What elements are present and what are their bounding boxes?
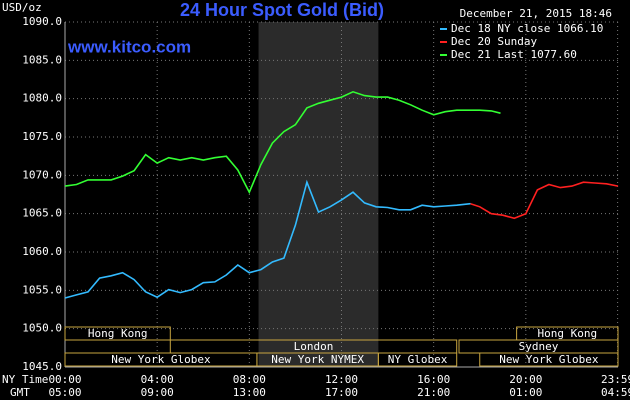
y-axis-label: USD/oz	[2, 1, 42, 14]
y-tick-label: 1060.0	[22, 245, 62, 258]
y-tick-label: 1075.0	[22, 130, 62, 143]
legend-label: Dec 18 NY close 1066.10	[451, 22, 603, 35]
x-tick-label: 04:00	[141, 373, 174, 386]
session-shade	[258, 22, 379, 367]
legend-label: Dec 21 Last 1077.60	[451, 48, 577, 61]
x2-tick-label: 17:00	[325, 386, 358, 399]
session-label: London	[294, 340, 334, 353]
session-label: New York Globex	[499, 353, 599, 366]
x-tick-label: 00:00	[48, 373, 81, 386]
series-line	[64, 179, 471, 299]
y-tick-label: 1065.0	[22, 207, 62, 220]
watermark: www.kitco.com	[67, 37, 191, 56]
session-label: NY Globex	[388, 353, 448, 366]
plot-area	[258, 22, 379, 367]
timestamp: December 21, 2015 18:46	[460, 7, 612, 20]
series-line	[64, 90, 501, 195]
session-label: Hong Kong	[88, 327, 148, 340]
x-axis-label: NY Time	[2, 373, 48, 386]
x-tick-label: 23:59	[601, 373, 630, 386]
x2-tick-label: 04:59	[601, 386, 630, 399]
session-label: Hong Kong	[538, 327, 598, 340]
y-tick-label: 1080.0	[22, 92, 62, 105]
x2-tick-label: 09:00	[141, 386, 174, 399]
y-tick-label: 1085.0	[22, 53, 62, 66]
y-tick-label: 1070.0	[22, 168, 62, 181]
x-tick-label: 20:00	[509, 373, 542, 386]
x-tick-label: 16:00	[417, 373, 450, 386]
legend-box	[436, 20, 618, 62]
y-tick-label: 1090.0	[22, 15, 62, 28]
session-label: Sydney	[519, 340, 559, 353]
session-label: New York Globex	[111, 353, 211, 366]
y-tick-label: 1055.0	[22, 283, 62, 296]
x-tick-label: 12:00	[325, 373, 358, 386]
y-tick-label: 1050.0	[22, 322, 62, 335]
y-tick-label: 1045.0	[22, 360, 62, 373]
session-box	[377, 352, 458, 367]
legend-label: Dec 20 Sunday	[451, 35, 537, 48]
chart-title: 24 Hour Spot Gold (Bid)	[180, 0, 384, 20]
x-tick-label: 08:00	[233, 373, 266, 386]
series-line	[470, 181, 619, 220]
session-label: New York NYMEX	[271, 353, 364, 366]
x2-tick-label: 05:00	[48, 386, 81, 399]
x2-tick-label: 21:00	[417, 386, 450, 399]
session-box	[479, 352, 619, 367]
session-box	[64, 326, 171, 341]
x2-tick-label: 01:00	[509, 386, 542, 399]
x2-tick-label: 13:00	[233, 386, 266, 399]
x2-axis-label: GMT	[10, 386, 30, 399]
